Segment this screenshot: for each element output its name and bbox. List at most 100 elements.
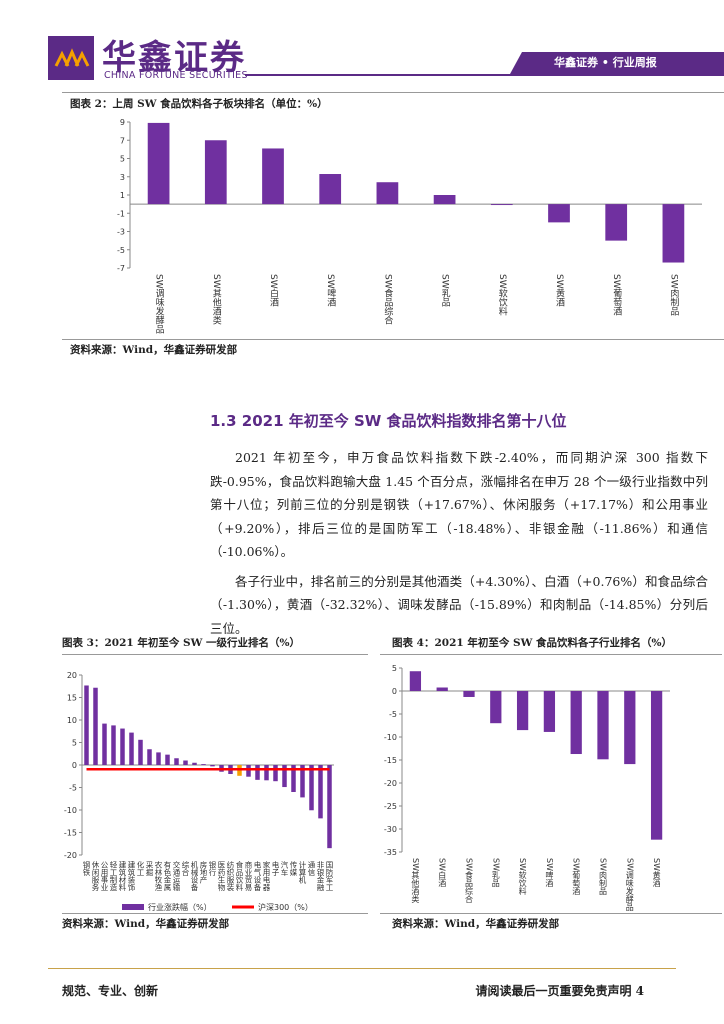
x-tick-label: 家用电器	[262, 860, 271, 893]
y-tick-label: 3	[120, 173, 125, 182]
y-tick-label: -3	[117, 228, 125, 237]
x-tick-label: SW软饮料	[518, 858, 527, 896]
bar	[262, 148, 284, 205]
footer-right: 请阅读最后一页重要免责声明 4	[475, 984, 644, 998]
bar	[210, 765, 215, 767]
figure-source: 资料来源：Wind，华鑫证券研发部	[70, 344, 238, 356]
x-tick-label: 计算机	[298, 860, 307, 885]
x-tick-label: 非银金融	[316, 860, 325, 893]
y-tick-label: -35	[384, 848, 397, 857]
y-tick-label: 0	[392, 687, 397, 696]
chart: -7 -5 -3 -1 1 3 5 7 9 SW调味发酵品 SW其他酒类 SW白酒 SW啤酒 SW食品综合…	[117, 118, 702, 335]
x-tick-label: 银行	[208, 861, 217, 878]
legend-label: 行业涨跌幅（%）	[148, 902, 212, 912]
bar	[165, 754, 170, 765]
y-tick-label: 0	[72, 761, 77, 770]
y-tick-label: -10	[384, 733, 397, 742]
bar	[436, 687, 448, 691]
x-tick-label: 建筑装饰	[127, 860, 136, 893]
y-tick-label: 5	[392, 664, 397, 673]
x-tick-label: SW食品综合	[382, 274, 393, 326]
x-tick-label: 有色金属	[163, 860, 172, 893]
x-tick-label: 食品饮料	[235, 860, 244, 893]
x-tick-label: SW食品综合	[465, 858, 474, 904]
x-tick-label: 通信	[307, 860, 316, 878]
footer-rule	[48, 968, 676, 969]
y-tick-label: 10	[67, 716, 77, 725]
x-tick-label: SW乳品	[491, 858, 500, 888]
x-tick-label: SW调味发酵品	[154, 274, 165, 335]
paragraph: 各子行业中，排名前三的分别是其他酒类（+4.30%）、白酒（+0.76%）和食品…	[210, 573, 708, 636]
x-tick-label: 传媒	[289, 860, 298, 878]
bar	[120, 728, 125, 765]
y-tick-label: -25	[384, 802, 397, 811]
logo-icon	[48, 36, 94, 80]
bar	[192, 762, 197, 765]
bar	[318, 765, 323, 819]
logo-en: CHINA FORTUNE SECURITIES	[104, 70, 248, 81]
x-tick-label: SW啤酒	[545, 858, 554, 888]
figure-caption: 图表 4：2021 年初至今 SW 食品饮料各子行业排名（%）	[392, 637, 673, 649]
bar	[650, 691, 663, 840]
bar	[548, 204, 570, 223]
legend-swatch	[122, 904, 144, 910]
x-tick-label: 机械设备	[190, 860, 199, 893]
y-tick-label: 9	[120, 118, 125, 127]
x-tick-label: 电气设备	[253, 860, 262, 893]
figure-caption: 图表 3：2021 年初至今 SW 一级行业排名（%）	[62, 637, 301, 649]
x-tick-label: 建筑材料	[118, 860, 127, 893]
x-tick-label: 休闲服务	[91, 860, 100, 893]
chart: -20 -15 -10 -5 0 5 10 15 20 钢铁 休闲服务 公用事业 轻工制造 建筑材料 建筑装…	[64, 671, 334, 912]
bar	[300, 765, 305, 798]
bar	[246, 765, 251, 777]
bar	[255, 765, 260, 780]
x-tick-label: SW白酒	[438, 858, 447, 888]
x-tick-label: 汽车	[280, 860, 289, 878]
bar	[516, 691, 529, 731]
y-tick-label: -5	[117, 246, 125, 255]
bar	[409, 671, 422, 691]
bar	[129, 732, 134, 765]
x-tick-label: 交通运输	[172, 860, 181, 893]
y-tick-label: 5	[72, 739, 77, 748]
bar	[662, 204, 685, 263]
y-tick-label: 5	[120, 155, 125, 164]
header-banner: 华鑫证券 • 行业周报	[510, 52, 724, 74]
bar	[183, 760, 188, 765]
figure-box	[62, 654, 368, 914]
figure-box	[380, 654, 722, 914]
x-tick-label: 化工	[136, 860, 145, 877]
y-tick-label: -5	[389, 710, 397, 719]
footer-left: 规范、专业、创新	[62, 984, 159, 998]
logo-mark	[54, 48, 90, 67]
bar	[433, 195, 456, 205]
bar	[147, 122, 170, 205]
x-tick-label: 公用事业	[100, 861, 109, 891]
bar	[138, 739, 143, 765]
y-tick-label: 15	[67, 694, 77, 703]
y-tick-label: -1	[117, 209, 125, 218]
bar	[570, 691, 582, 755]
bar	[156, 752, 161, 765]
x-tick-label: 国防军工	[325, 861, 334, 892]
header-rule	[245, 74, 724, 76]
figure-source: 资料来源：Wind，华鑫证券研发部	[392, 918, 560, 930]
x-tick-label: 轻工制造	[109, 860, 118, 893]
bar	[291, 765, 296, 792]
x-tick-label: 农林牧渔	[154, 860, 163, 892]
bar	[624, 691, 636, 765]
y-tick-label: -15	[384, 756, 397, 765]
bar	[490, 691, 502, 724]
x-tick-label: SW葡萄酒	[611, 274, 622, 317]
x-tick-label: SW肉制品	[668, 274, 679, 317]
y-tick-label: -30	[384, 825, 397, 834]
y-tick-label: -10	[64, 806, 77, 815]
x-tick-label: SW黄酒	[652, 858, 661, 888]
figure-caption: 图表 2：上周 SW 食品饮料各子板块排名（单位：%）	[70, 98, 328, 110]
bar	[327, 765, 332, 849]
x-tick-label: SW肉制品	[599, 858, 608, 896]
x-tick-label: 医药生物	[217, 861, 226, 893]
chart: -35 -30 -25 -20 -15 -10 -5 0 5 SW其他酒类 SW白酒 SW食品综合 SW…	[384, 664, 670, 912]
x-tick-label: 商业贸易	[244, 860, 253, 893]
